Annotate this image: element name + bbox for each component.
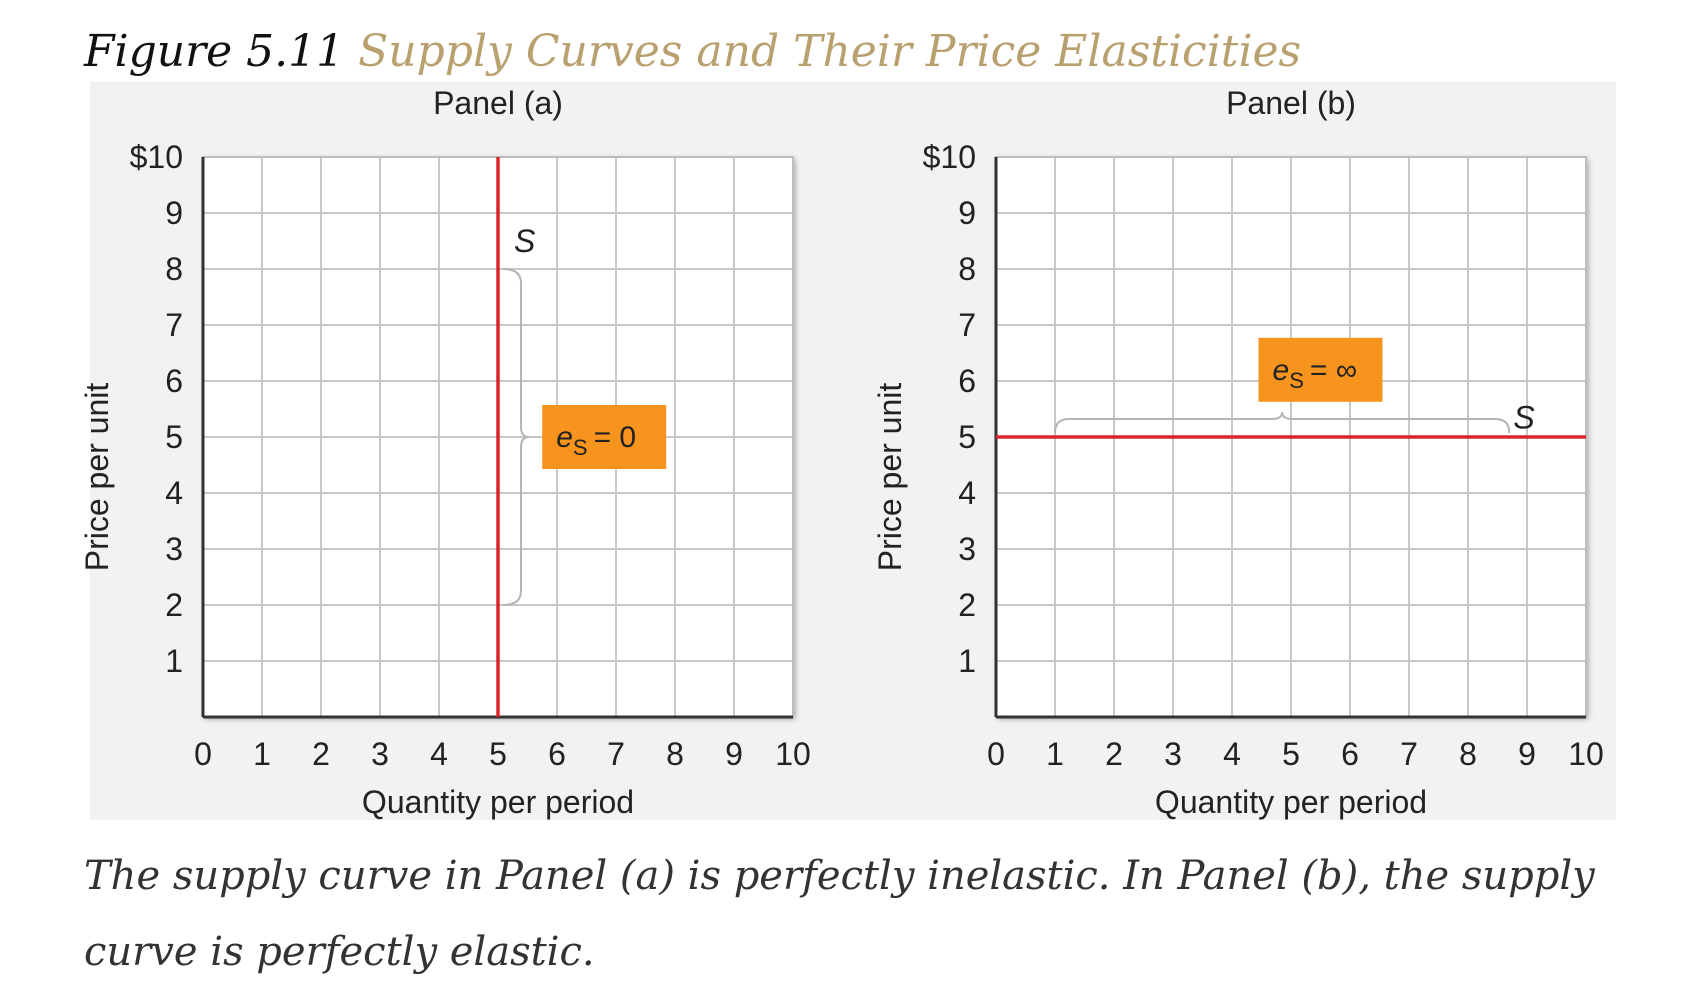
x-tick-label: 1: [1046, 736, 1064, 772]
y-tick-label: 1: [165, 643, 183, 679]
y-tick-label: 9: [958, 195, 976, 231]
y-tick-label: 9: [165, 195, 183, 231]
y-tick-label: 7: [165, 307, 183, 343]
x-tick-label: 7: [607, 736, 625, 772]
y-tick-label: 6: [165, 363, 183, 399]
x-tick-label: 0: [194, 736, 212, 772]
y-axis-label: Price per unit: [79, 383, 115, 572]
y-tick-label: 8: [958, 251, 976, 287]
y-tick-label: 2: [165, 587, 183, 623]
chart-panel-a: Panel (a) 0 1 2 3 4 5 6 7 8 9 10 1 2 3 4 5 6 7 8 9 $10 Quantit…: [79, 85, 811, 820]
panel-title: Panel (b): [1226, 85, 1356, 121]
figure-caption: The supply curve in Panel (a) is perfect…: [84, 853, 1595, 975]
elasticity-label: eS = ∞: [1273, 354, 1358, 393]
x-tick-label: 0: [987, 736, 1005, 772]
y-tick-label: 3: [165, 531, 183, 567]
x-tick-label: 8: [1459, 736, 1477, 772]
x-tick-label: 10: [1568, 736, 1604, 772]
elasticity-label-box: [1258, 337, 1383, 402]
y-tick-label: 5: [165, 419, 183, 455]
y-tick-label: 8: [165, 251, 183, 287]
x-tick-label: 10: [775, 736, 811, 772]
x-axis-label: Quantity per period: [1155, 784, 1427, 820]
y-tick-label: 2: [958, 587, 976, 623]
panel-title: Panel (a): [433, 85, 563, 121]
x-tick-label: 9: [1518, 736, 1536, 772]
figure-title: Figure 5.11 Supply Curves and Their Pric…: [84, 26, 1301, 79]
x-tick-label: 2: [1105, 736, 1123, 772]
x-tick-label: 6: [548, 736, 566, 772]
y-tick-label: 3: [958, 531, 976, 567]
y-tick-label: 5: [958, 419, 976, 455]
x-tick-label: 1: [253, 736, 271, 772]
x-tick-label: 2: [312, 736, 330, 772]
chart-panel-b: Panel (b) 0 1 2 3 4 5 6 7 8 9 10 1 2 3 4 5 6 7 8 9 $10 Quantit…: [872, 85, 1604, 820]
brace: [1054, 411, 1511, 434]
series-label: S: [1513, 400, 1534, 436]
y-tick-label: 7: [958, 307, 976, 343]
x-tick-label: 4: [430, 736, 448, 772]
y-tick-label: 4: [958, 475, 976, 511]
x-tick-label: 7: [1400, 736, 1418, 772]
x-axis-label: Quantity per period: [362, 784, 634, 820]
x-tick-label: 8: [666, 736, 684, 772]
y-tick-label: 4: [165, 475, 183, 511]
y-tick-label: $10: [130, 139, 183, 175]
x-tick-label: 3: [371, 736, 389, 772]
x-tick-label: 3: [1164, 736, 1182, 772]
x-tick-label: 5: [489, 736, 507, 772]
x-tick-label: 4: [1223, 736, 1241, 772]
y-tick-label: 1: [958, 643, 976, 679]
figure-title-text: Supply Curves and Their Price Elasticiti…: [358, 26, 1302, 77]
x-tick-label: 5: [1282, 736, 1300, 772]
elasticity-label-box: [542, 405, 667, 469]
elasticity-label: eS = 0: [556, 421, 636, 460]
x-tick-label: 6: [1341, 736, 1359, 772]
brace: [502, 268, 530, 606]
series-label: S: [514, 223, 535, 259]
y-axis-label: Price per unit: [872, 383, 908, 572]
y-tick-label: 6: [958, 363, 976, 399]
x-tick-label: 9: [725, 736, 743, 772]
figure-number: Figure 5.11: [84, 26, 345, 77]
y-tick-label: $10: [923, 139, 976, 175]
